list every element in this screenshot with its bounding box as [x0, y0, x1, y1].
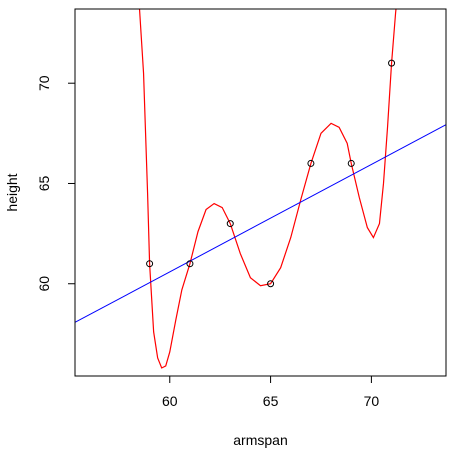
x-tick-label-70: 70: [364, 393, 380, 409]
y-tick-label-60: 60: [36, 276, 52, 292]
y-tick-label-70: 70: [36, 75, 52, 91]
data-point-6: [347, 159, 355, 167]
plot-region: [75, 9, 446, 369]
regression-line: [75, 124, 446, 323]
x-axis: 60 65 70: [162, 375, 380, 409]
x-axis-label: armspan: [233, 432, 287, 448]
y-axis-label: height: [4, 173, 20, 211]
plot-frame: [74, 8, 447, 377]
data-point-3: [226, 220, 234, 228]
data-point-7: [388, 59, 396, 67]
data-point-4: [267, 280, 275, 288]
fit-curve-line: [138, 9, 397, 369]
data-point-5: [307, 159, 315, 167]
x-tick-label-65: 65: [263, 393, 279, 409]
data-point-1: [146, 260, 154, 268]
data-point-2: [186, 260, 194, 268]
y-axis: 60 65 70: [36, 75, 76, 292]
x-tick-label-60: 60: [162, 393, 178, 409]
y-tick-label-65: 65: [36, 175, 52, 191]
data-points: [146, 59, 396, 288]
